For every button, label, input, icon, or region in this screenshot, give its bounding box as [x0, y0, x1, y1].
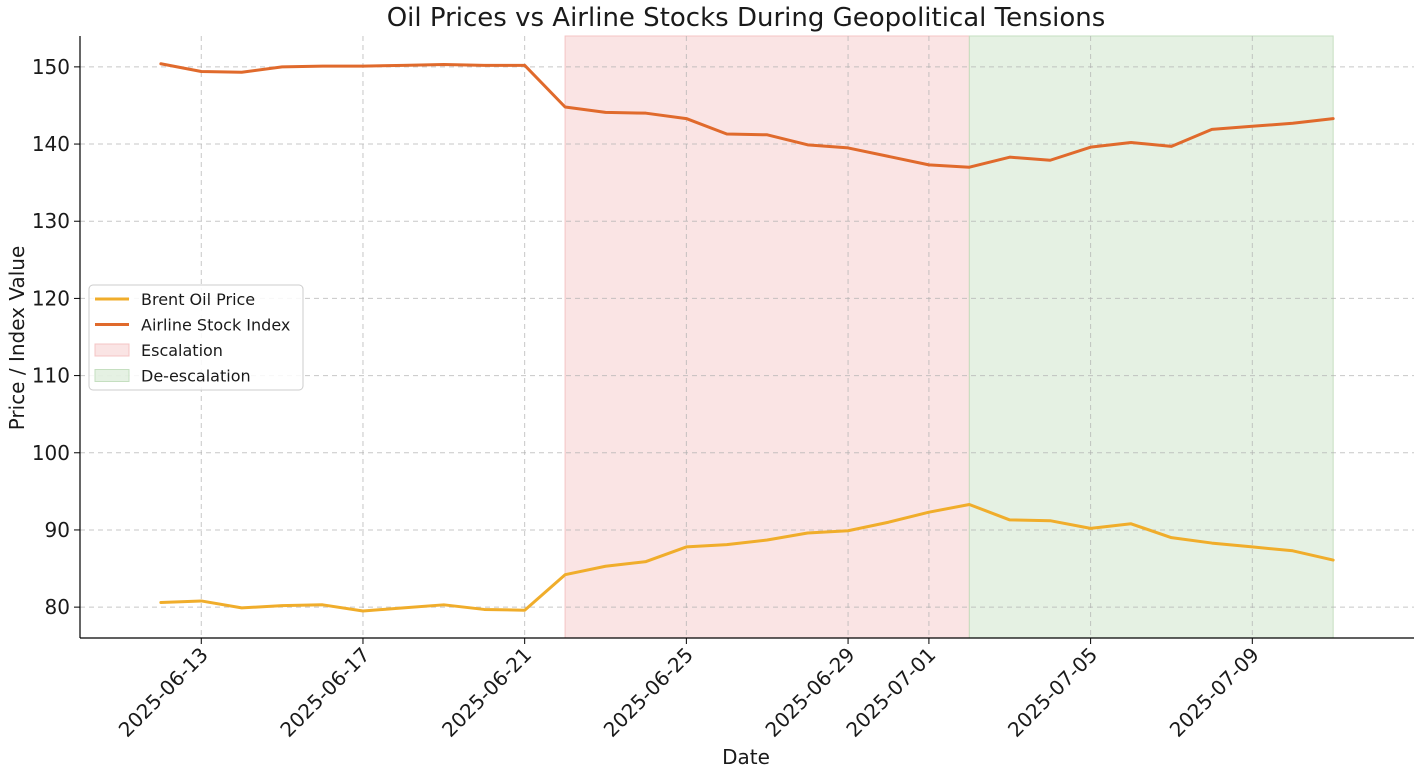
axes — [79, 36, 1414, 639]
legend-label: De-escalation — [141, 367, 251, 386]
y-tick-label: 100 — [32, 441, 70, 465]
x-tick-label: 2025-06-13 — [114, 643, 213, 742]
legend-swatch-patch — [94, 369, 130, 382]
x-tick-label: 2025-06-17 — [275, 643, 374, 742]
x-tick-label: 2025-07-09 — [1165, 643, 1264, 742]
x-tick-label: 2025-07-05 — [1003, 643, 1102, 742]
grid — [80, 36, 1414, 638]
legend-label: Escalation — [141, 341, 223, 360]
y-tick-label: 150 — [32, 55, 70, 79]
x-axis-label: Date — [722, 745, 770, 769]
series-line-brent-oil — [159, 502, 1335, 613]
y-tick-label: 140 — [32, 132, 70, 156]
y-tick-label: 110 — [32, 364, 70, 388]
y-tick-label: 120 — [32, 286, 70, 310]
y-tick-label: 80 — [45, 595, 70, 619]
legend-label: Brent Oil Price — [141, 290, 255, 309]
legend-box — [88, 284, 304, 391]
series-lines — [159, 62, 1335, 613]
y-axis-label: Price / Index Value — [5, 246, 29, 431]
y-tick-labels: 80 90 100 110 120 130 140 150 — [32, 55, 80, 619]
y-tick-label: 90 — [45, 518, 70, 542]
x-tick-labels: 2025-06-13 2025-06-17 2025-06-21 2025-06-25… — [114, 638, 1264, 742]
shaded-region-escalation — [564, 35, 970, 639]
legend-label: Airline Stock Index — [141, 316, 290, 335]
shaded-region-de-escalation — [968, 35, 1334, 639]
y-tick-label: 130 — [32, 209, 70, 233]
legend-swatch-patch — [94, 343, 130, 357]
x-tick-label: 2025-06-21 — [437, 643, 536, 742]
legend: Brent Oil Price Airline Stock Index Escala… — [88, 284, 304, 391]
x-tick-label: 2025-06-25 — [599, 643, 698, 742]
chart-title: Oil Prices vs Airline Stocks During Geop… — [387, 3, 1106, 33]
series-line-airline-index — [159, 62, 1335, 169]
